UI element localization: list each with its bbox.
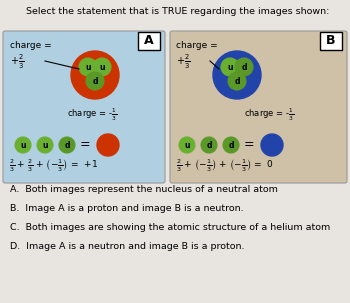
Circle shape	[235, 58, 253, 76]
Circle shape	[71, 51, 119, 99]
Text: d: d	[234, 76, 240, 85]
Text: d: d	[92, 76, 98, 85]
Text: u: u	[99, 62, 105, 72]
Text: +$\frac{2}{3}$: +$\frac{2}{3}$	[176, 53, 190, 71]
FancyBboxPatch shape	[3, 31, 165, 183]
Text: B.  Image A is a proton and image B is a neutron.: B. Image A is a proton and image B is a …	[10, 204, 244, 213]
Circle shape	[261, 134, 283, 156]
Text: charge =: charge =	[10, 41, 52, 50]
Circle shape	[79, 58, 97, 76]
Text: d: d	[241, 62, 247, 72]
Text: d: d	[228, 141, 234, 149]
Text: charge =: charge =	[176, 41, 218, 50]
Circle shape	[201, 137, 217, 153]
Text: $\frac{2}{3}$ + $\left(-\frac{1}{3}\right)$ + $\left(-\frac{1}{3}\right)$ =  0: $\frac{2}{3}$ + $\left(-\frac{1}{3}\righ…	[176, 158, 274, 174]
Circle shape	[15, 137, 31, 153]
Text: A.  Both images represent the nucleus of a neutral atom: A. Both images represent the nucleus of …	[10, 185, 278, 194]
Text: u: u	[184, 141, 190, 149]
Text: d: d	[64, 141, 70, 149]
Text: u: u	[227, 62, 233, 72]
Text: u: u	[85, 62, 91, 72]
Circle shape	[86, 72, 104, 90]
Circle shape	[213, 51, 261, 99]
Text: u: u	[42, 141, 48, 149]
Text: d: d	[206, 141, 212, 149]
Text: =: =	[80, 138, 90, 152]
Circle shape	[59, 137, 75, 153]
Text: B: B	[326, 35, 336, 48]
Circle shape	[221, 58, 239, 76]
Text: A: A	[144, 35, 154, 48]
Text: $\frac{2}{3}$ + $\frac{2}{3}$ + $\left(-\frac{1}{3}\right)$ =  +1: $\frac{2}{3}$ + $\frac{2}{3}$ + $\left(-…	[9, 158, 98, 174]
Text: D.  Image A is a neutron and image B is a proton.: D. Image A is a neutron and image B is a…	[10, 242, 245, 251]
Text: charge = -$\frac{1}{3}$: charge = -$\frac{1}{3}$	[244, 107, 294, 123]
FancyBboxPatch shape	[320, 32, 342, 50]
Text: C.  Both images are showing the atomic structure of a helium atom: C. Both images are showing the atomic st…	[10, 223, 330, 232]
Text: +$\frac{2}{3}$: +$\frac{2}{3}$	[10, 53, 25, 71]
Circle shape	[97, 134, 119, 156]
Circle shape	[93, 58, 111, 76]
Text: =: =	[244, 138, 254, 152]
Circle shape	[37, 137, 53, 153]
FancyBboxPatch shape	[170, 31, 347, 183]
Text: Select the statement that is TRUE regarding the images shown:: Select the statement that is TRUE regard…	[26, 7, 330, 16]
Text: u: u	[20, 141, 26, 149]
Circle shape	[228, 72, 246, 90]
Circle shape	[223, 137, 239, 153]
FancyBboxPatch shape	[138, 32, 160, 50]
Circle shape	[179, 137, 195, 153]
Text: charge = -$\frac{1}{3}$: charge = -$\frac{1}{3}$	[67, 107, 117, 123]
